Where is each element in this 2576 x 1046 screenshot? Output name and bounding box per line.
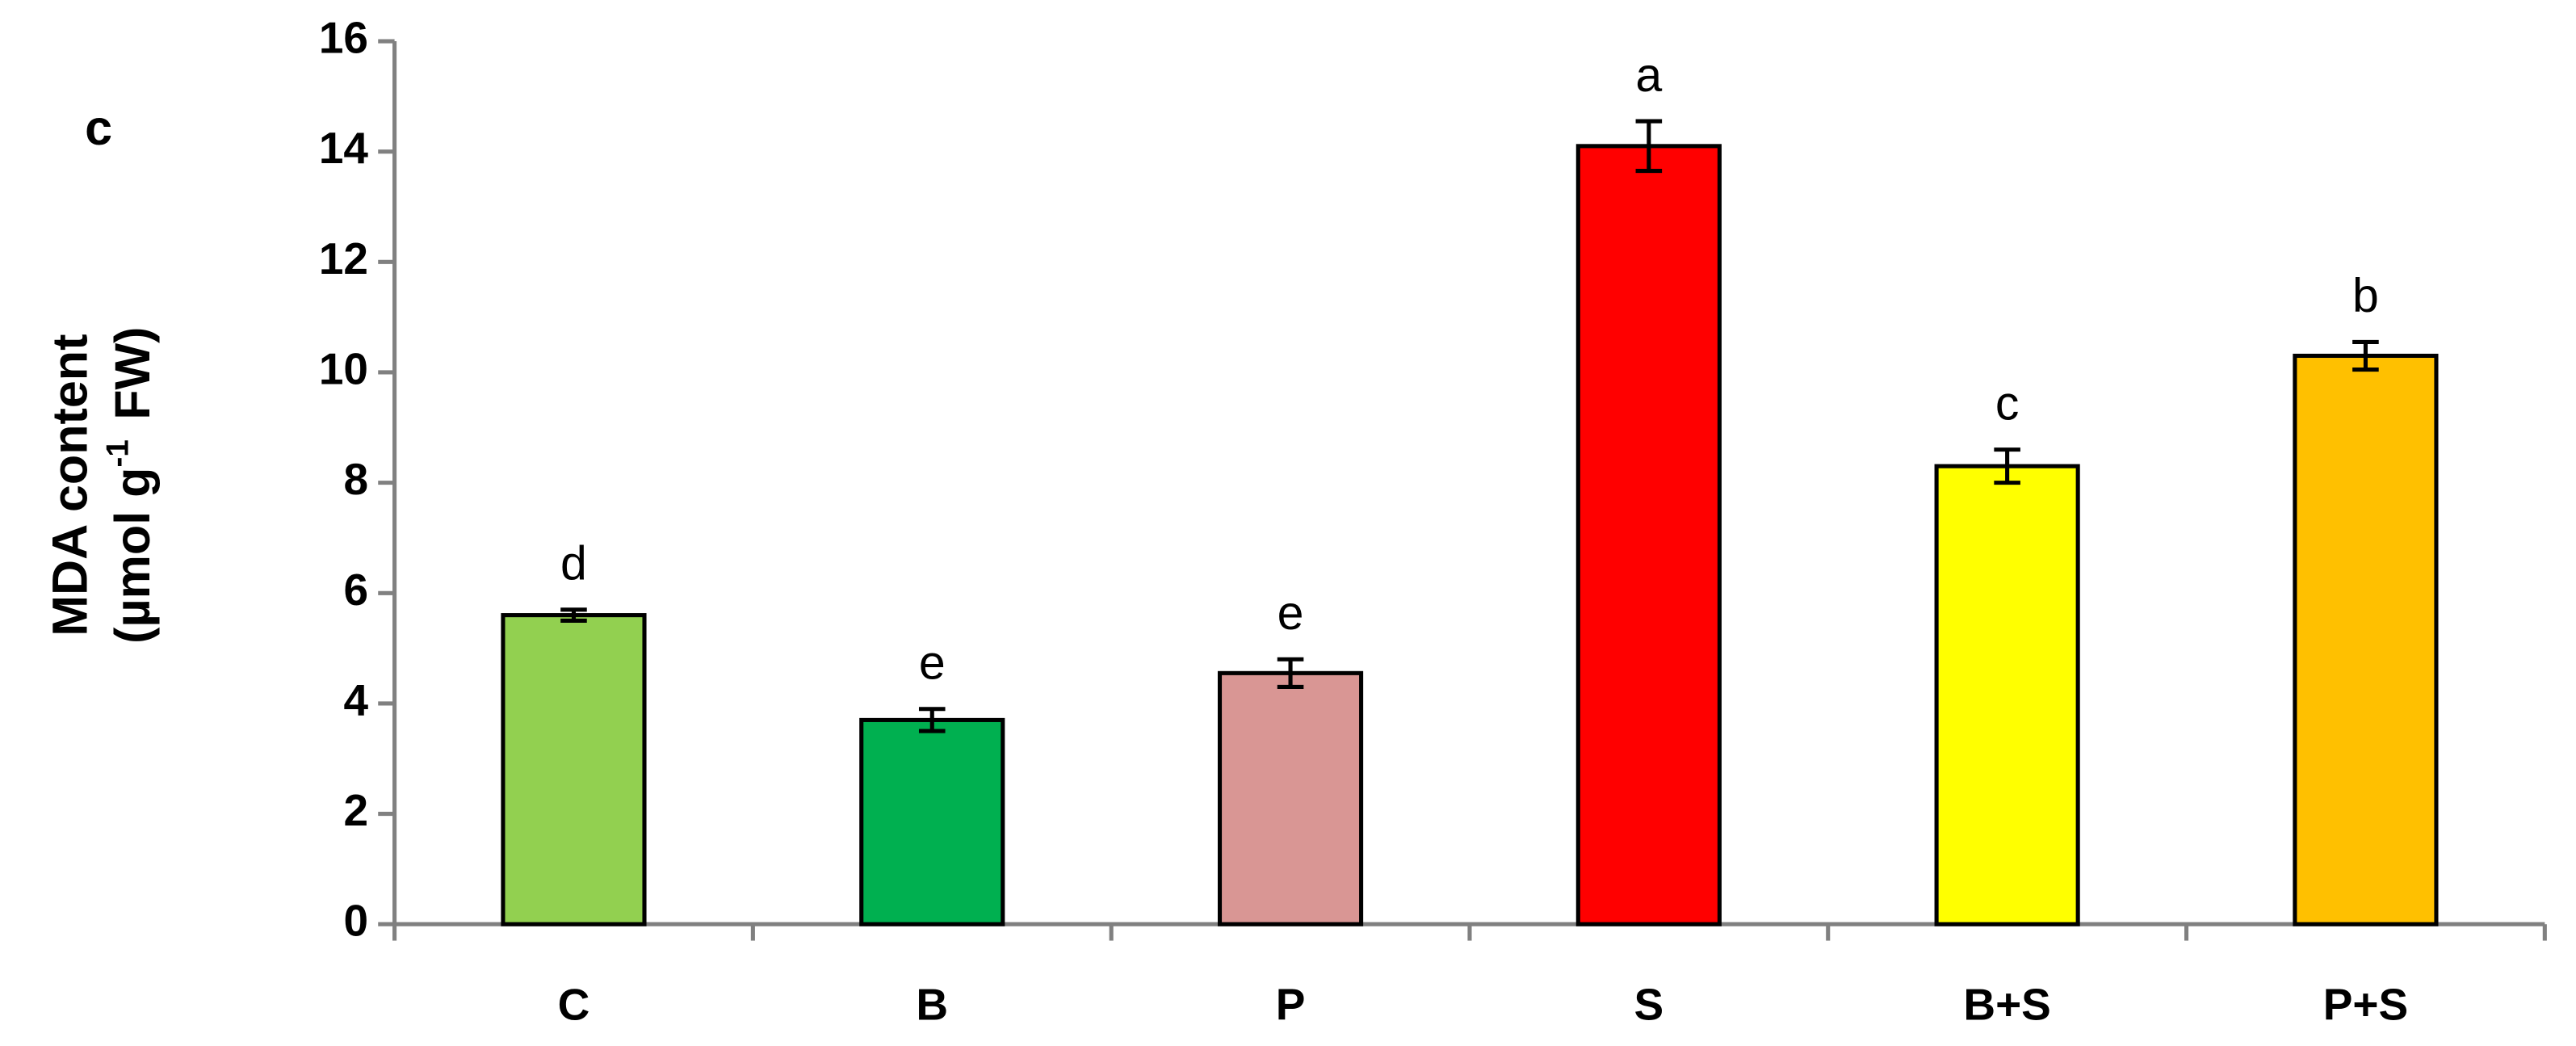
error-bar xyxy=(1635,119,1663,174)
y-tick-label: 14 xyxy=(319,123,369,173)
significance-letter: b xyxy=(2352,269,2379,322)
y-axis-title-line: MDA content xyxy=(43,334,98,636)
significance-letter: d xyxy=(560,536,587,590)
error-bar xyxy=(1994,447,2020,485)
error-bar xyxy=(918,707,946,733)
y-axis-title-superscript: -1 xyxy=(101,439,136,467)
bar xyxy=(1575,144,1722,926)
y-axis-title-part: FW) xyxy=(105,326,160,419)
bar xyxy=(859,717,1005,926)
y-axis-title-line: (µmol g-1 FW) xyxy=(101,326,160,643)
x-tick-label: S xyxy=(1634,980,1664,1030)
x-tick-label: B xyxy=(916,980,948,1030)
x-tick-label: P xyxy=(1276,980,1306,1030)
x-tick-label: C xyxy=(558,980,590,1030)
bar xyxy=(1217,670,1364,926)
error-bar xyxy=(1277,657,1304,689)
y-tick-label: 10 xyxy=(319,343,368,393)
y-tick-label: 16 xyxy=(319,13,368,63)
y-axis-title-part: (µmol g xyxy=(105,468,160,644)
significance-letter: e xyxy=(919,636,946,689)
significance-letter: a xyxy=(1635,48,1662,102)
y-tick-label: 0 xyxy=(343,896,368,946)
y-axis-title: MDA content (µmol g-1 FW) xyxy=(43,326,160,643)
x-tick-label: B+S xyxy=(1963,980,2050,1030)
significance-letter: e xyxy=(1278,586,1304,640)
y-tick-label: 2 xyxy=(343,785,368,835)
y-tick-label: 4 xyxy=(343,674,368,725)
panel-label: c xyxy=(85,100,112,155)
error-bar xyxy=(2352,339,2379,372)
bar xyxy=(2293,353,2439,926)
bar xyxy=(1934,464,2080,926)
significance-letter: c xyxy=(1995,376,2020,430)
x-tick-label: P+S xyxy=(2323,980,2408,1030)
y-tick-label: 8 xyxy=(343,454,368,504)
y-tick-label: 12 xyxy=(319,233,368,284)
y-tick-label: 6 xyxy=(343,565,368,615)
bar xyxy=(501,613,647,926)
error-bar xyxy=(560,607,587,623)
